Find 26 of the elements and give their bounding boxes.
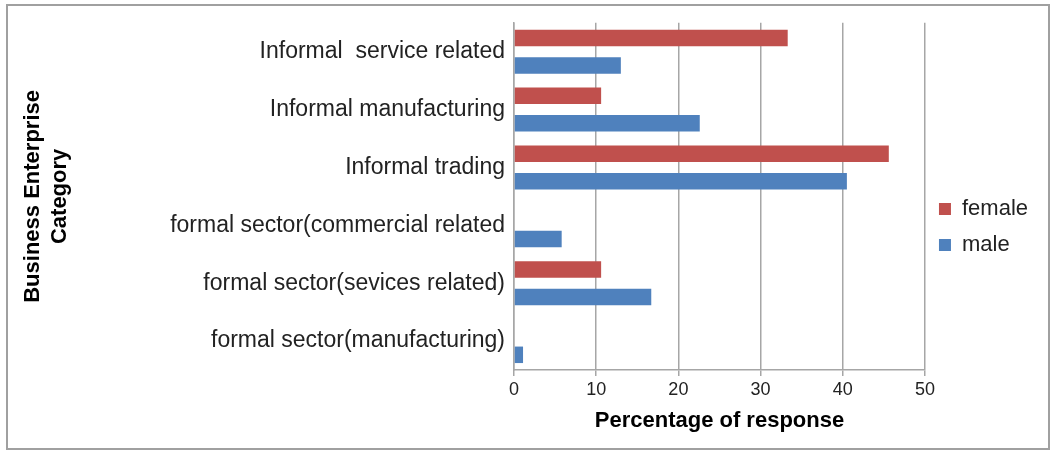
bar: [514, 115, 700, 132]
y-tick-label: Informal service related: [259, 37, 505, 64]
y-tick-label: formal sector(commercial related: [170, 210, 505, 237]
bar: [514, 230, 562, 248]
bar: [514, 346, 524, 364]
y-axis-title: Business Enterprise Category: [19, 90, 71, 303]
bar: [514, 29, 788, 47]
bar: [514, 172, 847, 190]
legend-label: male: [961, 231, 1010, 257]
bar: [514, 261, 602, 278]
legend-label: female: [961, 195, 1029, 221]
y-tick-label: formal sector(manufacturing): [211, 326, 505, 353]
x-tick-label: 10: [586, 378, 607, 399]
bar: [514, 145, 889, 162]
x-tick-label: 50: [914, 378, 935, 399]
x-tick-label: 30: [750, 378, 771, 399]
x-tick-label: 0: [508, 378, 520, 399]
y-tick-label: Informal manufacturing: [269, 94, 505, 121]
bar: [514, 288, 652, 306]
y-tick-label: formal sector(sevices related): [203, 268, 505, 295]
bar: [514, 87, 602, 105]
x-axis-title: Percentage of response: [594, 406, 845, 432]
x-tick-label: 20: [668, 378, 689, 399]
x-tick-label: 40: [832, 378, 853, 399]
bar: [514, 57, 621, 74]
y-tick-label: Informal trading: [345, 152, 505, 179]
